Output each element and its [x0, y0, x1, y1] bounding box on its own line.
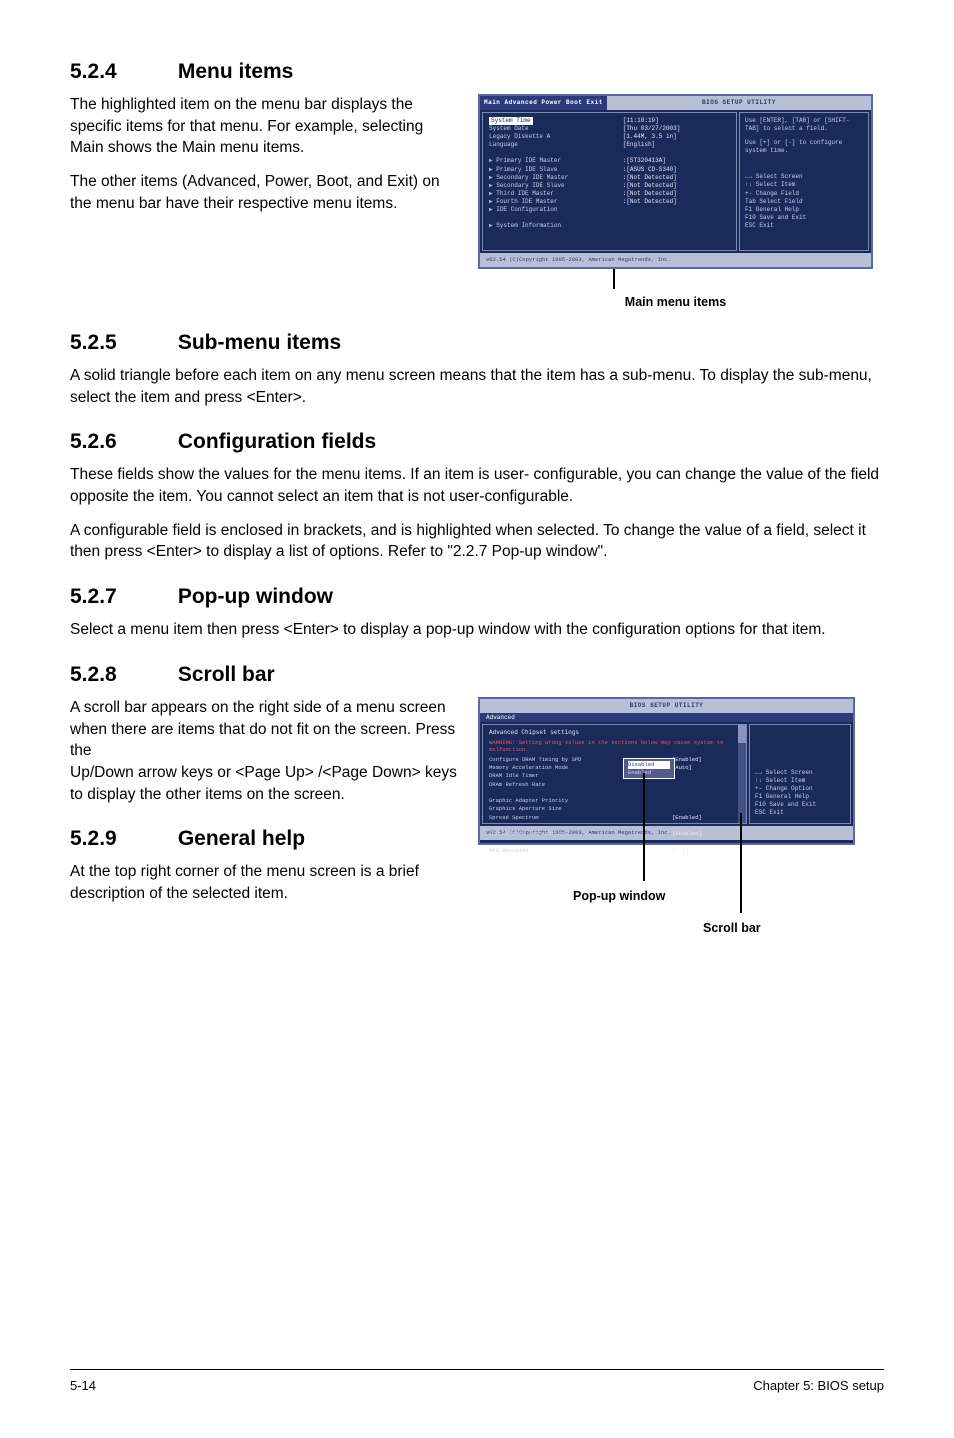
- bios-adv-row: [489, 789, 740, 797]
- scroll-thumb[interactable]: [738, 725, 746, 743]
- bios-adv-row: Memory Acceleration Mode[Auto]: [489, 764, 740, 772]
- bios-adv-row: Graphic Adapter Priority: [489, 797, 740, 805]
- chevron-right-icon: ▶: [489, 190, 493, 197]
- figure-advanced: BIOS SETUP UTILITY Advanced Advanced Chi…: [478, 697, 855, 937]
- heading-527: 5.2.7 Pop-up window: [70, 585, 884, 609]
- figure-caption-main: Main menu items: [478, 295, 873, 309]
- para-524-1: The highlighted item on the menu bar dis…: [70, 94, 460, 159]
- page-footer: 5-14 Chapter 5: BIOS setup: [70, 1369, 884, 1393]
- chevron-right-icon: ▶: [489, 222, 493, 229]
- bios-adv-row: [489, 822, 740, 830]
- figure-main-menu: Main Advanced Power Boot Exit BIOS SETUP…: [478, 94, 873, 309]
- para-528-1: A scroll bar appears on the right side o…: [70, 697, 460, 762]
- para-526-1: These fields show the values for the men…: [70, 464, 884, 507]
- para-529-1: At the top right corner of the menu scre…: [70, 861, 460, 904]
- scroll-track: [738, 743, 746, 823]
- bios-help-panel: Use [ENTER], [TAB] or [SHIFT-TAB] to sel…: [739, 112, 869, 251]
- bios-main-screenshot: Main Advanced Power Boot Exit BIOS SETUP…: [478, 94, 873, 269]
- chevron-right-icon: ▶: [489, 206, 493, 213]
- bios-advanced-screenshot: BIOS SETUP UTILITY Advanced Advanced Chi…: [478, 697, 855, 845]
- section-527: 5.2.7 Pop-up window Select a menu item t…: [70, 585, 884, 641]
- section-524: 5.2.4 Menu items The highlighted item on…: [70, 60, 884, 309]
- bios-adv-row: DRAM Idle Timer: [489, 772, 740, 780]
- popup-window: Disabled Enabled: [623, 758, 675, 779]
- para-526-2: A configurable field is enclosed in brac…: [70, 520, 884, 563]
- bios-adv-row: DRAm Refresh Rate: [489, 781, 740, 789]
- section-title: Menu items: [178, 60, 294, 83]
- heading-524: 5.2.4 Menu items: [70, 60, 884, 84]
- section-528: 5.2.8 Scroll bar A scroll bar appears on…: [70, 663, 884, 937]
- bios-title-bar: Main Advanced Power Boot Exit BIOS SETUP…: [480, 96, 871, 110]
- bios-adv-row: Spread Spectrum[Enabled]: [489, 814, 740, 822]
- bios-adv-row: ICH Delayed Transaction[Enabled]: [489, 830, 740, 838]
- bios-adv-row: [489, 838, 740, 846]
- page-number: 5-14: [70, 1378, 96, 1393]
- bios-adv-row: Configure DRAM Timing by SPD[Enabled]: [489, 756, 740, 764]
- section-number: 5.2.4: [70, 60, 172, 84]
- section-525: 5.2.5 Sub-menu items A solid triangle be…: [70, 331, 884, 408]
- para-527-1: Select a menu item then press <Enter> to…: [70, 619, 884, 641]
- section-526: 5.2.6 Configuration fields These fields …: [70, 430, 884, 563]
- chapter-title: Chapter 5: BIOS setup: [753, 1378, 884, 1393]
- para-525-1: A solid triangle before each item on any…: [70, 365, 884, 408]
- para-528-2: Up/Down arrow keys or <Page Up> /<Page D…: [70, 762, 460, 805]
- bios-left-panel: System Time System Date Legacy Diskette …: [482, 112, 737, 251]
- chevron-right-icon: ▶: [489, 166, 493, 173]
- chevron-right-icon: ▶: [489, 182, 493, 189]
- bios-adv-help-panel: ←→ Select Screen ↑↓ Select Item +- Chang…: [749, 724, 851, 824]
- bios-adv-left-panel: Advanced Chipset settings WARNING: Setti…: [482, 724, 747, 824]
- chevron-right-icon: ▶: [489, 198, 493, 205]
- bios-warning: WARNING: Setting wrong values in the sec…: [489, 739, 740, 754]
- scrollbar[interactable]: [738, 725, 746, 823]
- chevron-right-icon: ▶: [489, 157, 493, 164]
- para-524-2: The other items (Advanced, Power, Boot, …: [70, 171, 460, 214]
- heading-528: 5.2.8 Scroll bar: [70, 663, 884, 687]
- bios-footer-bar: v02.54 (C)Copyright 1985-2003, American …: [480, 253, 871, 267]
- bios-adv-title-bar: BIOS SETUP UTILITY: [480, 699, 853, 713]
- figure-caption-scroll: Scroll bar: [703, 921, 761, 935]
- heading-529: 5.2.9 General help: [70, 827, 460, 851]
- chevron-right-icon: ▶: [489, 174, 493, 181]
- bios-adv-tab: Advanced: [480, 713, 853, 722]
- bios-adv-row: Graphics Aperture Size: [489, 805, 740, 813]
- figure-caption-popup: Pop-up window: [573, 889, 665, 903]
- heading-525: 5.2.5 Sub-menu items: [70, 331, 884, 355]
- heading-526: 5.2.6 Configuration fields: [70, 430, 884, 454]
